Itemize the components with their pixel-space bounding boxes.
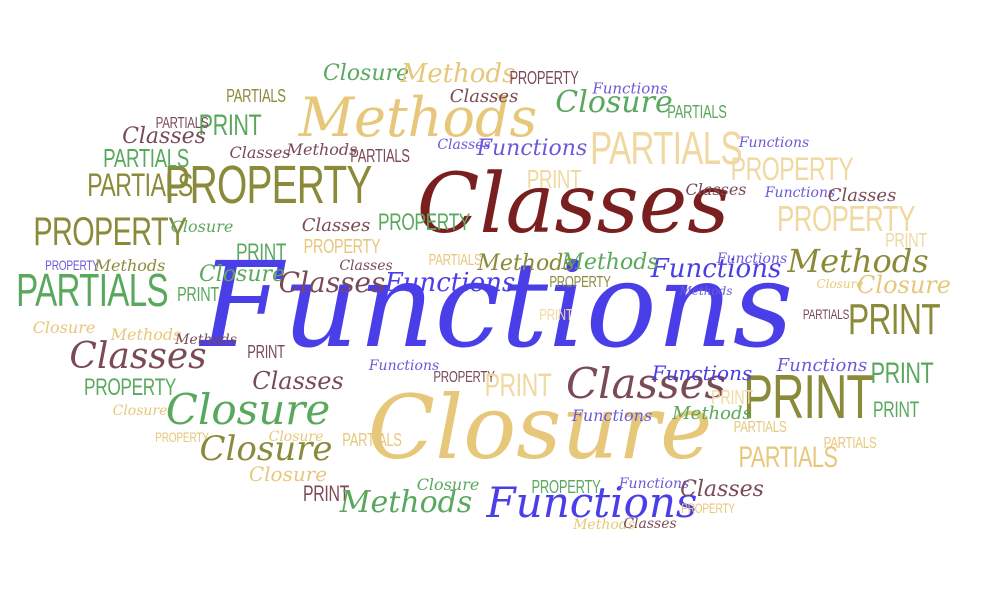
cloud-word-print: PRINT: [885, 230, 927, 252]
cloud-word-closure: Closure: [32, 318, 96, 337]
cloud-word-classes: Classes: [69, 336, 207, 377]
cloud-word-methods: Methods: [298, 86, 538, 149]
cloud-word-partials: PARTIALS: [428, 252, 482, 269]
cloud-word-methods: Methods: [787, 242, 929, 280]
cloud-word-property: PROPERTY: [549, 274, 611, 291]
cloud-word-partials: PARTIALS: [733, 419, 787, 436]
cloud-word-functions: Functions: [764, 185, 836, 201]
cloud-word-property: PROPERTY: [681, 500, 735, 516]
cloud-word-functions: Functions: [486, 478, 698, 527]
cloud-word-methods: Methods: [110, 325, 182, 344]
cloud-word-property: PROPERTY: [84, 374, 176, 401]
cloud-word-methods: Methods: [175, 332, 237, 348]
cloud-word-closure: Closure: [555, 85, 673, 120]
cloud-word-property: PROPERTY: [155, 429, 209, 445]
cloud-word-classes: Classes: [565, 359, 727, 408]
cloud-word-functions: Functions: [200, 236, 794, 374]
cloud-word-functions: Functions: [384, 268, 516, 298]
cloud-word-print: PRINT: [743, 363, 873, 432]
cloud-word-partials: PARTIALS: [590, 122, 742, 174]
cloud-word-print: PRINT: [848, 295, 941, 344]
cloud-word-closure: Closure: [268, 429, 324, 445]
cloud-word-print: PRINT: [198, 109, 262, 142]
cloud-word-partials: PARTIALS: [226, 86, 286, 106]
cloud-word-classes: Classes: [449, 86, 519, 107]
cloud-word-partials: PARTIALS: [667, 102, 727, 122]
cloud-word-print: PRINT: [539, 307, 573, 324]
cloud-word-print: PRINT: [711, 387, 753, 409]
cloud-word-methods: Methods: [573, 517, 635, 533]
cloud-word-classes: Classes: [680, 477, 764, 502]
cloud-word-classes: Classes: [301, 215, 371, 236]
cloud-word-classes: Classes: [339, 258, 393, 274]
cloud-word-methods: Methods: [477, 251, 575, 276]
cloud-word-partials: PARTIALS: [87, 167, 193, 203]
cloud-word-partials: PARTIALS: [350, 146, 410, 166]
cloud-word-print: PRINT: [526, 164, 582, 194]
cloud-word-property: PROPERTY: [303, 236, 381, 258]
cloud-word-closure: Closure: [165, 385, 331, 434]
cloud-word-partials: PARTIALS: [802, 306, 850, 322]
cloud-word-methods: Methods: [339, 485, 473, 520]
cloud-word-closure: Closure: [112, 403, 168, 419]
cloud-word-functions: Functions: [476, 136, 588, 161]
cloud-word-functions: Functions: [716, 251, 788, 267]
cloud-word-methods: Methods: [286, 140, 358, 159]
cloud-word-methods: Methods: [94, 256, 166, 275]
cloud-word-functions: Functions: [651, 361, 753, 385]
cloud-word-classes: Classes: [122, 124, 206, 149]
cloud-word-methods: Methods: [672, 403, 752, 424]
cloud-word-print: PRINT: [873, 397, 919, 422]
cloud-word-methods: Methods: [679, 284, 733, 298]
cloud-word-property: PROPERTY: [433, 369, 495, 386]
cloud-word-partials: PARTIALS: [738, 441, 838, 474]
cloud-word-classes: Classes: [252, 367, 344, 395]
cloud-word-methods: Methods: [400, 59, 516, 89]
cloud-word-closure: Closure: [199, 429, 333, 469]
cloud-word-closure: Closure: [416, 475, 480, 494]
cloud-word-partials: PARTIALS: [342, 430, 402, 450]
cloud-word-closure: Closure: [322, 61, 410, 86]
cloud-word-print: PRINT: [247, 342, 285, 362]
cloud-word-property: PROPERTY: [777, 198, 915, 239]
cloud-word-property: PROPERTY: [45, 257, 99, 273]
cloud-word-print: PRINT: [870, 357, 934, 390]
cloud-word-functions: Functions: [368, 358, 440, 374]
cloud-word-functions: Functions: [592, 79, 668, 98]
cloud-word-closure: Closure: [248, 462, 328, 486]
cloud-word-closure: Closure: [367, 376, 713, 479]
cloud-word-partials: PARTIALS: [823, 435, 877, 452]
cloud-word-print: PRINT: [303, 481, 349, 506]
cloud-word-print: PRINT: [177, 284, 219, 306]
cloud-word-partials: PARTIALS: [155, 115, 209, 132]
cloud-word-property: PROPERTY: [509, 68, 579, 88]
cloud-word-functions: Functions: [776, 355, 868, 376]
cloud-word-property: PROPERTY: [378, 209, 470, 236]
cloud-word-methods: Methods: [561, 250, 659, 275]
cloud-word-property: PROPERTY: [33, 210, 187, 254]
cloud-word-partials: PARTIALS: [103, 143, 189, 173]
cloud-word-functions: Functions: [650, 254, 782, 284]
cloud-word-functions: Functions: [571, 406, 653, 425]
cloud-word-partials: PARTIALS: [16, 264, 168, 316]
cloud-word-property: PROPERTY: [164, 155, 373, 215]
cloud-word-classes: Classes: [437, 137, 491, 153]
cloud-word-property: PROPERTY: [531, 477, 601, 497]
cloud-word-closure: Closure: [170, 217, 234, 236]
cloud-word-classes: Classes: [623, 516, 677, 532]
cloud-word-closure: Closure: [198, 262, 286, 287]
cloud-word-classes: Classes: [827, 185, 897, 206]
cloud-word-closure: Closure: [857, 271, 951, 299]
cloud-word-classes: Classes: [685, 180, 747, 199]
cloud-word-print: PRINT: [235, 239, 287, 266]
cloud-word-classes: Classes: [278, 266, 386, 299]
cloud-word-property: PROPERTY: [730, 151, 854, 187]
cloud-word-functions: Functions: [738, 135, 810, 151]
cloud-word-functions: Functions: [618, 476, 690, 492]
cloud-word-classes: Classes: [416, 157, 730, 252]
cloud-word-print: PRINT: [484, 367, 552, 403]
cloud-word-classes: Classes: [229, 143, 291, 162]
cloud-word-closure: Closure: [816, 277, 864, 291]
